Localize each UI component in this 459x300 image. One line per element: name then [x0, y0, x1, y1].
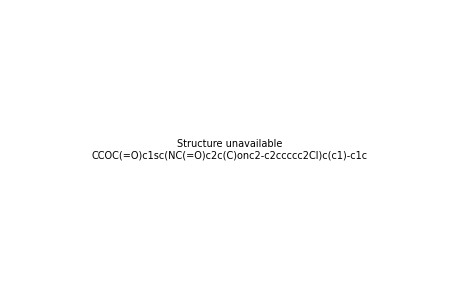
Text: Structure unavailable
CCOC(=O)c1sc(NC(=O)c2c(C)onc2-c2ccccc2Cl)c(c1)-c1c: Structure unavailable CCOC(=O)c1sc(NC(=O… — [92, 139, 367, 161]
